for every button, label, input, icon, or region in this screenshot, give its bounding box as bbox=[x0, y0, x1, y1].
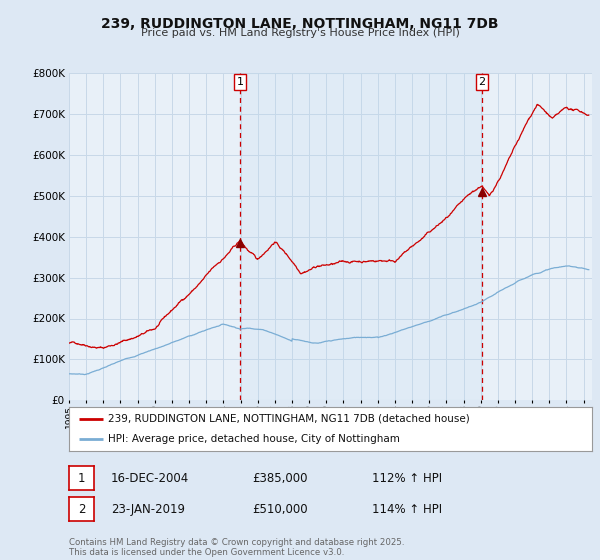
Text: 2: 2 bbox=[78, 502, 85, 516]
Text: 2: 2 bbox=[478, 77, 485, 87]
Text: 114% ↑ HPI: 114% ↑ HPI bbox=[372, 502, 442, 516]
Text: 112% ↑ HPI: 112% ↑ HPI bbox=[372, 472, 442, 485]
Text: 1: 1 bbox=[78, 472, 85, 485]
Text: 23-JAN-2019: 23-JAN-2019 bbox=[111, 502, 185, 516]
Text: 16-DEC-2004: 16-DEC-2004 bbox=[111, 472, 189, 485]
Text: Price paid vs. HM Land Registry's House Price Index (HPI): Price paid vs. HM Land Registry's House … bbox=[140, 28, 460, 38]
Text: Contains HM Land Registry data © Crown copyright and database right 2025.
This d: Contains HM Land Registry data © Crown c… bbox=[69, 538, 404, 557]
Text: £510,000: £510,000 bbox=[252, 502, 308, 516]
Text: £385,000: £385,000 bbox=[252, 472, 308, 485]
Text: HPI: Average price, detached house, City of Nottingham: HPI: Average price, detached house, City… bbox=[108, 434, 400, 444]
Text: 239, RUDDINGTON LANE, NOTTINGHAM, NG11 7DB: 239, RUDDINGTON LANE, NOTTINGHAM, NG11 7… bbox=[101, 17, 499, 31]
Text: 1: 1 bbox=[236, 77, 244, 87]
Text: 239, RUDDINGTON LANE, NOTTINGHAM, NG11 7DB (detached house): 239, RUDDINGTON LANE, NOTTINGHAM, NG11 7… bbox=[108, 414, 470, 424]
Bar bbox=[240, 73, 482, 400]
